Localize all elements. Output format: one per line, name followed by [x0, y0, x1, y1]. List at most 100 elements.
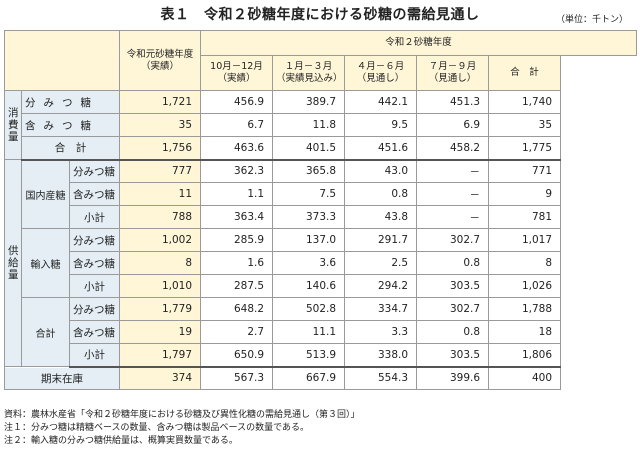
footnote-1: 注１：分みつ糖は精糖ベースの数量、含みつ糖は製品ベースの数量である。: [4, 423, 310, 433]
cell: 8: [119, 251, 202, 275]
cell: －: [416, 159, 490, 183]
row-imported-nonc: 含みつ糖 8 1.6 3.6 2.5 0.8 8: [5, 251, 637, 275]
cell: 567.3: [200, 366, 274, 390]
cell: 451.6: [344, 136, 418, 161]
cell: 458.2: [416, 136, 490, 161]
cell: 554.3: [344, 366, 418, 390]
cell: 11.8: [272, 113, 346, 137]
cell: 374: [119, 366, 202, 390]
cell: 302.7: [416, 228, 490, 252]
cell: 1,806: [488, 343, 562, 368]
cell: 1.1: [200, 182, 274, 206]
label-imported: 輸入糖: [21, 228, 70, 298]
cell: 362.3: [200, 159, 274, 183]
header-q1: 10月－12月 （実績）: [200, 55, 274, 91]
cell: 648.2: [200, 297, 274, 321]
cell: 303.5: [416, 343, 490, 368]
cell: 0.8: [416, 251, 490, 275]
row-domestic-nonc: 含みつ糖 11 1.1 7.5 0.8 － 9: [5, 182, 637, 206]
cell: 294.2: [344, 274, 418, 298]
cell: 1,026: [488, 274, 562, 298]
cell: 399.6: [416, 366, 490, 390]
table-title: 表１ 令和２砂糖年度における砂糖の需給見通し: [160, 7, 480, 23]
row-consumption-total: 合 計 1,756 463.6 401.5 451.6 458.2 1,775: [5, 136, 637, 161]
cell: 7.5: [272, 182, 346, 206]
label-brown: 分みつ糖: [68, 159, 121, 183]
cell: 373.3: [272, 205, 346, 229]
row-consumption-nonc: 含みつ糖 35 6.7 11.8 9.5 6.9 35: [5, 113, 637, 137]
header-q3: ４月－６月 （見通し）: [344, 55, 418, 91]
footnotes: 資料：農林水産省「令和２砂糖年度における砂糖及び異性化糖の需給見通し（第３回）」…: [4, 409, 360, 448]
cell: 401.5: [272, 136, 346, 161]
label-nonc: 含みつ糖: [68, 320, 121, 344]
cell: 667.9: [272, 366, 346, 390]
cell: 513.9: [272, 343, 346, 368]
corner-cell: [3, 30, 121, 91]
cell: 35: [488, 113, 562, 137]
label-nonc-wide: 含みつ糖: [20, 113, 121, 137]
cell: 1,797: [119, 343, 202, 368]
cell: 2.5: [344, 251, 418, 275]
label-brown: 分みつ糖: [68, 228, 121, 252]
cell: 451.3: [416, 90, 490, 114]
cell: 1.6: [200, 251, 274, 275]
unit-label: （単位：千トン）: [555, 15, 628, 25]
label-supply: 供給量: [4, 159, 22, 367]
row-combined-subtotal: 小計 1,797 650.9 513.9 338.0 303.5 1,806: [5, 343, 637, 368]
label-nonc: 含みつ糖: [68, 251, 121, 275]
cell: 43.8: [344, 205, 418, 229]
cell: 788: [119, 205, 202, 229]
cell: 6.7: [200, 113, 274, 137]
cell: 1,775: [488, 136, 562, 161]
cell: 287.5: [200, 274, 274, 298]
cell: 777: [119, 159, 202, 183]
cell: 1,788: [488, 297, 562, 321]
cell: 650.9: [200, 343, 274, 368]
cell: 781: [488, 205, 562, 229]
cell: 1,010: [119, 274, 202, 298]
label-subtotal: 小計: [68, 274, 121, 298]
row-combined-brown: 合計 分みつ糖 1,779 648.2 502.8 334.7 302.7 1,…: [5, 297, 637, 367]
cell: 771: [488, 159, 562, 183]
label-stock: 期末在庫: [3, 366, 121, 390]
cell: 6.9: [416, 113, 490, 137]
cell: 9: [488, 182, 562, 206]
cell: 11.1: [272, 320, 346, 344]
cell: 35: [119, 113, 202, 137]
cell: 8: [488, 251, 562, 275]
cell: 140.6: [272, 274, 346, 298]
row-consumption-brown: 消費量 分みつ糖 1,721 456.9 389.7 442.1 451.3 1…: [4, 90, 637, 160]
cell: 2.7: [200, 320, 274, 344]
cell: 0.8: [344, 182, 418, 206]
header-fy-group: 令和２砂糖年度: [200, 30, 638, 56]
cell: 19: [119, 320, 202, 344]
label-total-wide: 合 計: [20, 136, 121, 161]
cell: 456.9: [200, 90, 274, 114]
cell: 303.5: [416, 274, 490, 298]
cell: 334.7: [344, 297, 418, 321]
cell: 285.9: [200, 228, 274, 252]
header-q2: １月－３月 （実績見込み）: [272, 55, 346, 91]
cell: 365.8: [272, 159, 346, 183]
cell: 338.0: [344, 343, 418, 368]
cell: 3.3: [344, 320, 418, 344]
cell: 11: [119, 182, 202, 206]
cell: 302.7: [416, 297, 490, 321]
row-combined-nonc: 含みつ糖 19 2.7 11.1 3.3 0.8 18: [5, 320, 637, 344]
header-total: 合 計: [488, 55, 562, 91]
cell: 1,017: [488, 228, 562, 252]
cell: 1,002: [119, 228, 202, 252]
header-prev-year: 令和元砂糖年度 （実績）: [119, 30, 202, 91]
cell: 0.8: [416, 320, 490, 344]
cell: 3.6: [272, 251, 346, 275]
row-imported-subtotal: 小計 1,010 287.5 140.6 294.2 303.5 1,026: [5, 274, 637, 298]
cell: －: [416, 205, 490, 229]
label-subtotal: 小計: [68, 343, 121, 368]
row-ending-stock: 期末在庫 374 567.3 667.9 554.3 399.6 400: [3, 366, 637, 390]
cell: 442.1: [344, 90, 418, 114]
row-domestic-subtotal: 小計 788 363.4 373.3 43.8 － 781: [5, 205, 637, 229]
cell: 291.7: [344, 228, 418, 252]
cell: 9.5: [344, 113, 418, 137]
cell: 389.7: [272, 90, 346, 114]
